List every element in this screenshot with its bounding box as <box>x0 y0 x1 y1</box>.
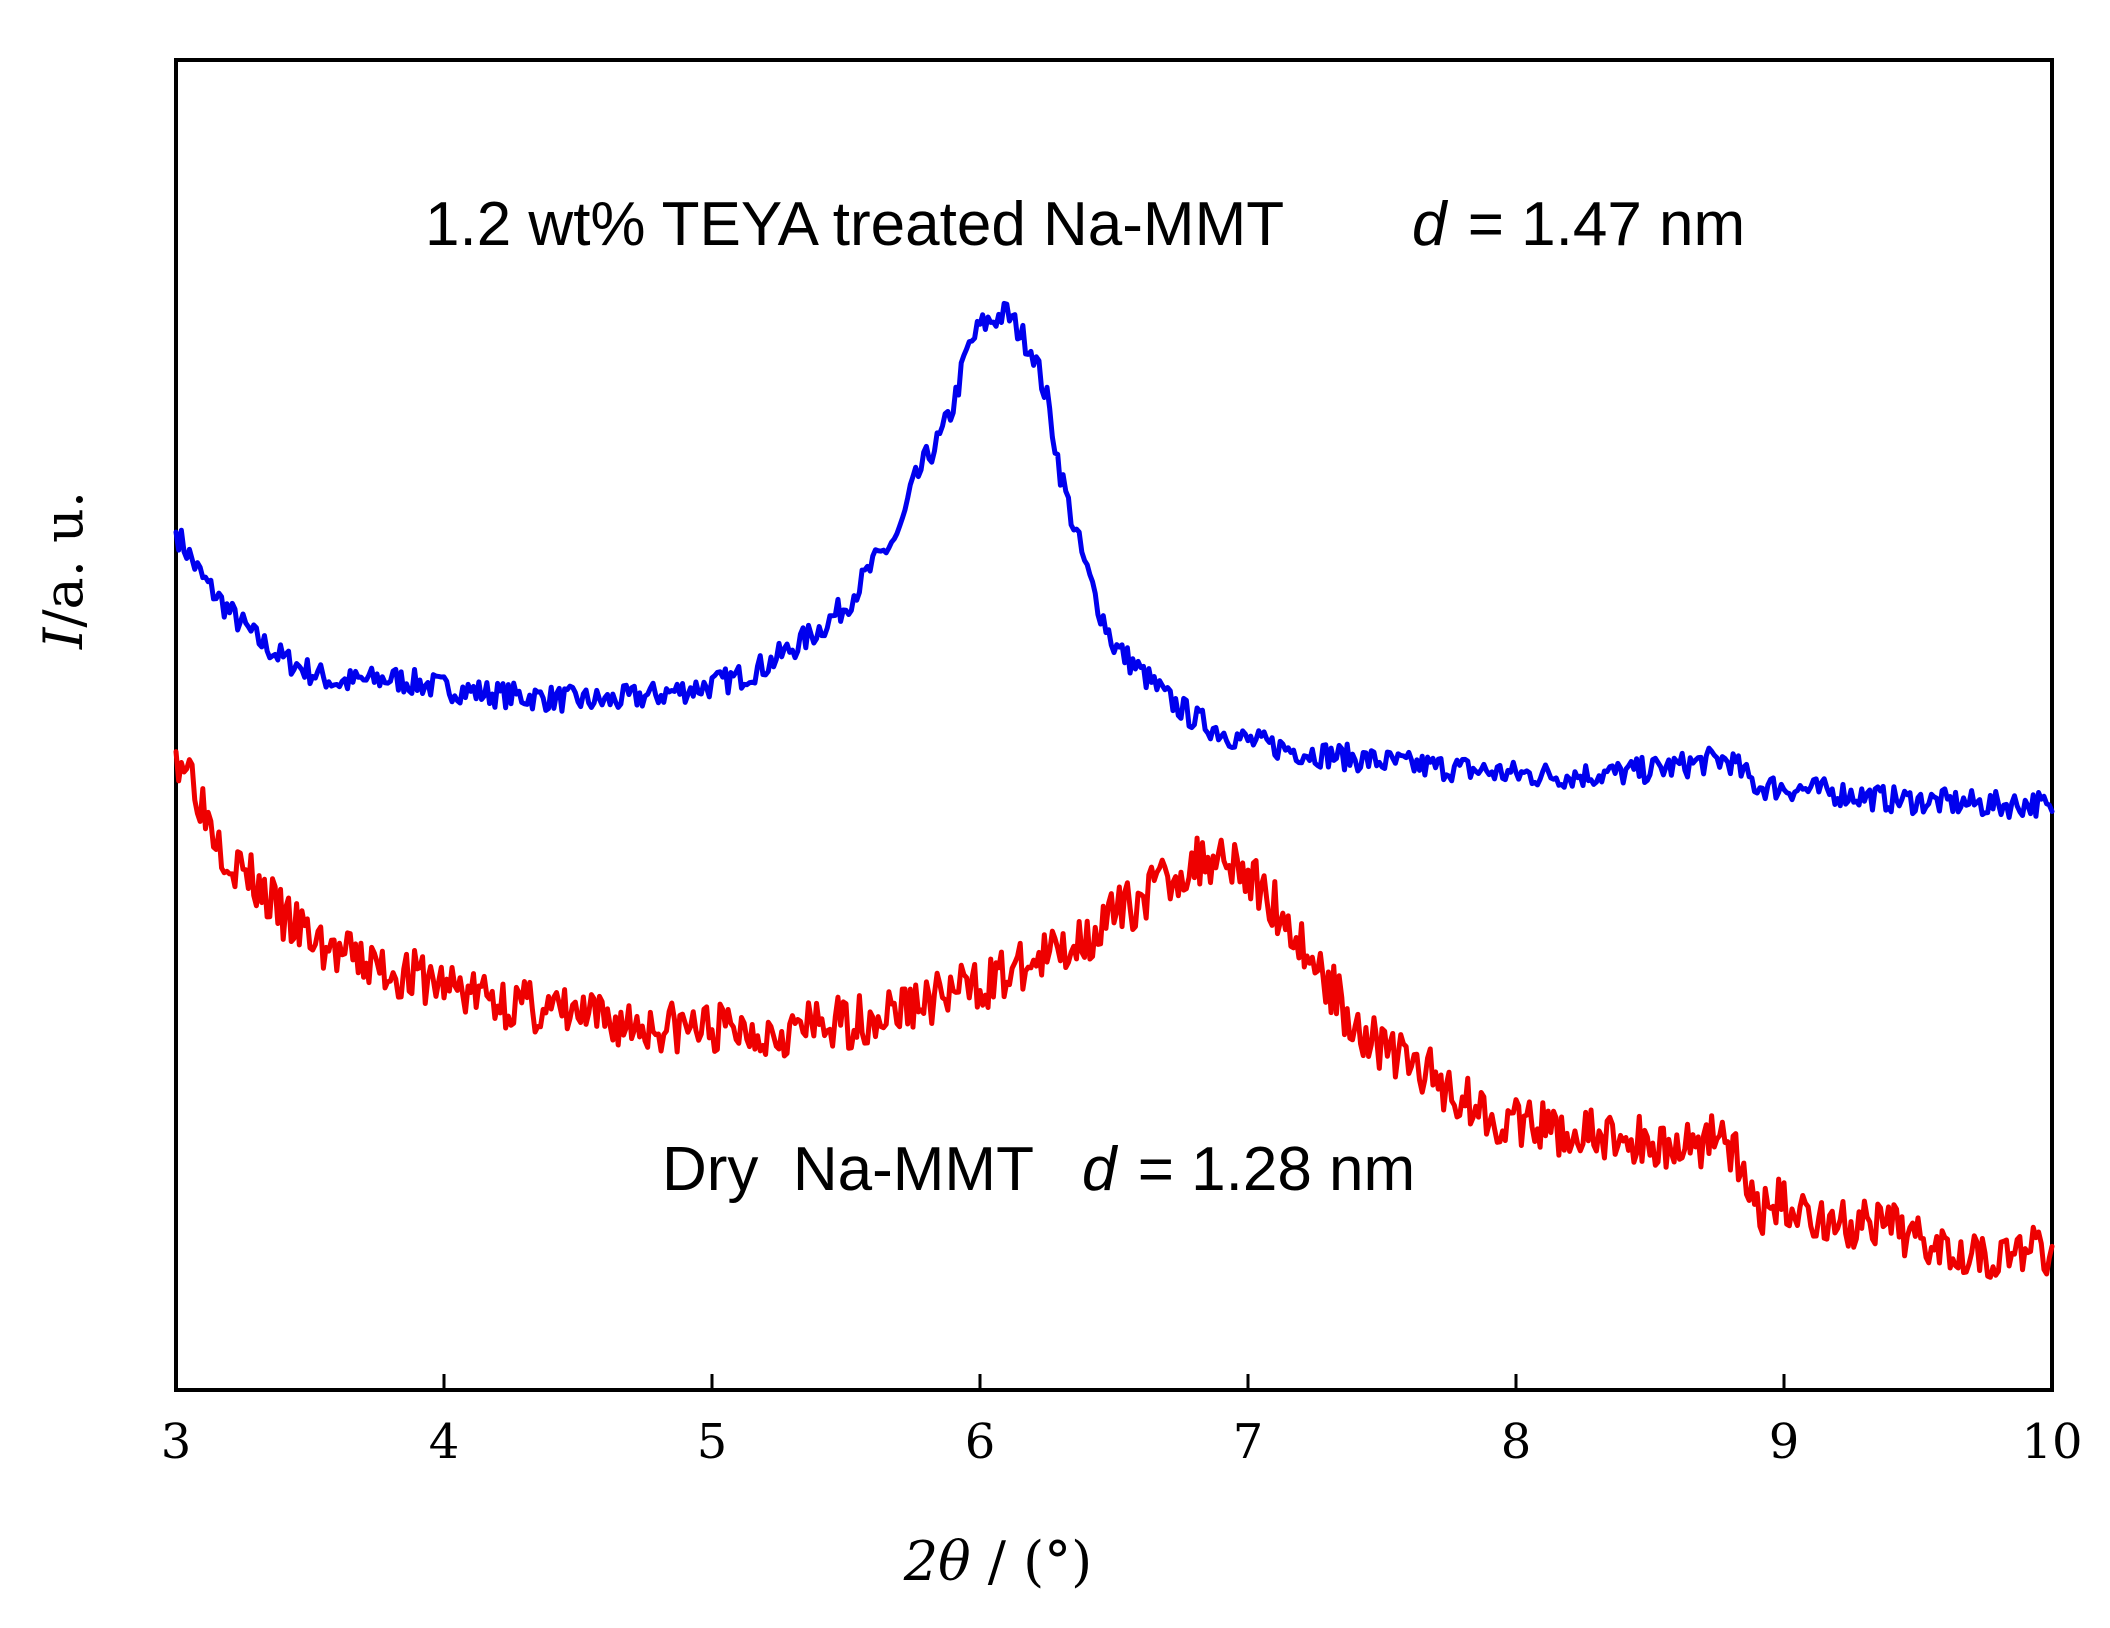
annotation-teya-value: = 1.47 nm <box>1468 190 1745 259</box>
x-tick-label-5: 5 <box>697 1414 728 1470</box>
annotation-dry-value: = 1.28 nm <box>1138 1135 1415 1204</box>
annotation-teya-d: d <box>1412 190 1449 259</box>
x-axis-label-theta: θ <box>938 1530 971 1593</box>
series-group <box>173 300 2055 1280</box>
x-tick-label-9: 9 <box>1769 1414 1800 1470</box>
x-tick-label-6: 6 <box>965 1414 996 1470</box>
series-line-dry <box>173 749 2055 1280</box>
x-axis-label-prefix: 2 <box>903 1530 938 1593</box>
annotation-dry-text: Dry Na-MMT <box>662 1135 1033 1204</box>
annotation-dry: Dry Na-MMT d = 1.28 nm <box>662 1135 1415 1204</box>
x-tick-label-7: 7 <box>1233 1414 1264 1470</box>
x-axis-label-suffix: / (°) <box>971 1530 1093 1593</box>
x-axis-ticks <box>174 1374 2054 1390</box>
plot-frame <box>174 58 2054 1392</box>
series-line-teya <box>173 300 2055 820</box>
annotation-teya: 1.2 wt% TEYA treated Na-MMT d = 1.47 nm <box>425 190 1745 259</box>
x-tick-label-8: 8 <box>1501 1414 1532 1470</box>
x-tick-label-10: 10 <box>2021 1414 2082 1470</box>
x-axis-tick-labels: 3 4 5 6 7 8 9 10 <box>161 1414 2083 1470</box>
annotation-dry-d: d <box>1082 1135 1119 1204</box>
y-axis-label-i: I <box>32 626 95 650</box>
annotation-teya-text: 1.2 wt% TEYA treated Na-MMT <box>425 190 1283 259</box>
x-axis-label: 2θ / (°) <box>903 1530 1093 1593</box>
y-axis-label-rest: /a. u. <box>32 491 95 628</box>
x-tick-label-4: 4 <box>429 1414 460 1470</box>
x-tick-label-3: 3 <box>161 1414 192 1470</box>
y-axis-label: I/a. u. <box>32 491 95 650</box>
